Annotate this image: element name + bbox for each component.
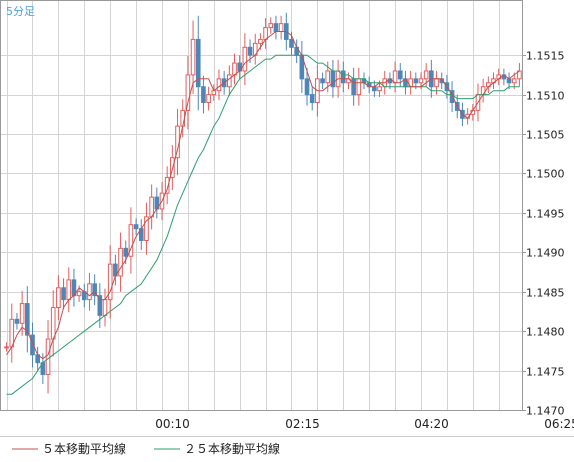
candle-body: [195, 38, 201, 88]
candle-body: [30, 334, 35, 356]
candle-body: [56, 287, 61, 308]
candle-body: [87, 283, 92, 301]
x-tick-label: 00:10: [155, 417, 190, 431]
candle-body: [118, 247, 123, 277]
candle-body: [66, 279, 72, 301]
y-tick-label: 1.1500: [526, 168, 565, 181]
candle-body: [309, 94, 315, 104]
ma25-line: [6, 54, 520, 395]
legend-label-ma5: ５本移動平均線: [42, 441, 126, 456]
candle-body: [413, 78, 419, 84]
candle-body: [242, 46, 248, 72]
candle-body: [397, 70, 403, 80]
y-tick-label: 1.1515: [526, 50, 565, 63]
candle-body: [268, 23, 274, 29]
y-tick-label: 1.1495: [526, 208, 565, 221]
candle-body: [377, 86, 382, 92]
candle-body: [278, 23, 284, 33]
candle-body: [304, 78, 310, 96]
candle-body: [206, 94, 211, 104]
y-tick-label: 1.1475: [526, 366, 565, 379]
candle-body: [201, 86, 206, 103]
candle-body: [14, 318, 20, 324]
candle-body: [263, 27, 268, 40]
y-tick-label: 1.1480: [526, 326, 565, 339]
candle-body: [149, 196, 154, 218]
candle-body: [289, 38, 294, 48]
candle-body: [4, 346, 9, 349]
plot-border: [0, 0, 523, 411]
candle-body: [258, 38, 263, 44]
x-axis: 00:10 02:15 04:20 06:25: [155, 417, 574, 431]
candle-body: [418, 78, 424, 84]
candle-body: [216, 78, 222, 92]
legend: ５本移動平均線 ２５本移動平均線: [12, 441, 280, 456]
candle-body: [107, 263, 113, 301]
candle-body: [76, 291, 82, 297]
x-tick-label: 02:15: [285, 417, 320, 431]
legend-label-ma25: ２５本移動平均線: [184, 441, 280, 456]
candle-body: [356, 78, 362, 96]
candle-body: [325, 70, 331, 84]
candle-body: [97, 295, 103, 316]
candle-body: [434, 78, 439, 88]
candle-body: [92, 283, 97, 297]
y-tick-label: 1.1490: [526, 247, 565, 260]
timeframe-label: 5分足: [6, 5, 35, 18]
candle-body: [24, 303, 30, 336]
candle-body: [320, 78, 325, 84]
candle-body: [372, 86, 377, 92]
candle-body: [50, 307, 56, 340]
ma5-line: [6, 31, 520, 360]
candle-body: [133, 224, 139, 230]
y-tick-label: 1.1470: [526, 405, 565, 418]
candle-body: [506, 78, 512, 84]
candle-body: [227, 74, 232, 88]
candle-body: [144, 216, 149, 241]
candle-body: [340, 70, 346, 84]
candle-body: [392, 70, 398, 84]
candle-body: [19, 303, 25, 324]
candle-body: [423, 70, 429, 80]
candle-body: [45, 338, 51, 376]
candle-body: [185, 74, 191, 111]
grid: [0, 0, 522, 411]
candle-body: [164, 176, 170, 194]
candle-body: [128, 224, 134, 257]
y-tick-label: 1.1485: [526, 287, 565, 300]
x-tick-label: 04:20: [414, 417, 449, 431]
candle-body: [247, 46, 253, 56]
candle-body: [61, 287, 66, 301]
candle-body: [232, 62, 237, 76]
y-tick-label: 1.1510: [526, 90, 565, 103]
candle-body: [123, 247, 129, 257]
y-axis: 1.1470 1.1475 1.1480 1.1485 1.1490 1.1495 1.15…: [522, 50, 565, 418]
candle-body: [511, 78, 517, 84]
candle-body: [190, 38, 196, 76]
y-tick-label: 1.1505: [526, 129, 565, 142]
candle-body: [102, 299, 108, 316]
candle-body: [273, 23, 279, 33]
x-tick-label: 06:25: [544, 417, 574, 431]
candle-body: [517, 70, 522, 80]
